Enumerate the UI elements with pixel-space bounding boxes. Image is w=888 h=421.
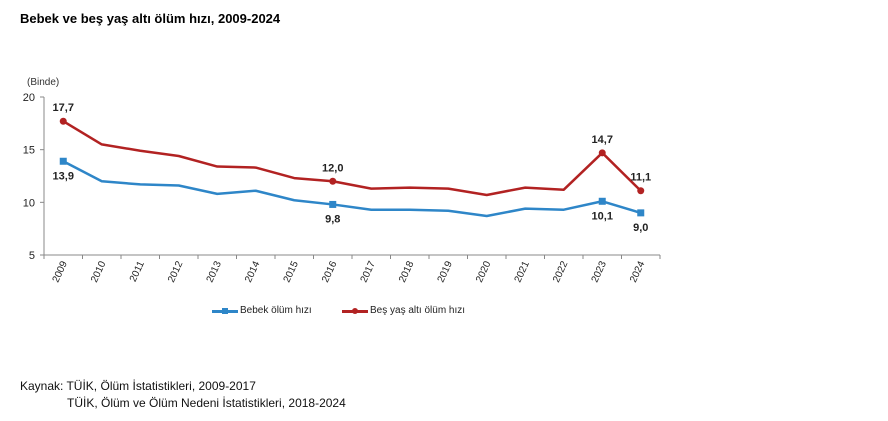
x-tick-label: 2009 <box>51 259 71 284</box>
y-tick-label: 10 <box>23 197 35 209</box>
source-line-1: Kaynak: TÜİK, Ölüm İstatistikleri, 2009-… <box>20 379 256 393</box>
legend-item-bes-yas-alti[interactable]: Beş yaş altı ölüm hızı <box>342 305 465 316</box>
data-point-marker-bebek <box>329 200 337 208</box>
source-note: Kaynak: TÜİK, Ölüm İstatistikleri, 2009-… <box>20 378 346 412</box>
chart-axes <box>43 97 660 256</box>
data-label: 12,0 <box>322 162 343 174</box>
data-point-marker-bes-yas-alti <box>329 177 337 185</box>
legend-label-bebek: Bebek ölüm hızı <box>240 305 312 316</box>
line-chart: 5 10 15 20 2009 2010 2011 2012 2013 2014 2015 2016… <box>23 92 661 284</box>
y-tick-label: 20 <box>23 92 35 104</box>
data-point-marker-bebek <box>598 197 606 205</box>
x-tick-label: 2020 <box>474 259 494 284</box>
x-tick-label: 2010 <box>89 259 109 284</box>
x-tick-label: 2017 <box>359 259 379 284</box>
legend-swatch-bes-yas-alti <box>342 307 368 315</box>
data-label: 9,8 <box>325 213 340 225</box>
series-lines <box>62 120 642 218</box>
x-tick-label: 2018 <box>397 259 417 284</box>
x-tick-label: 2024 <box>628 259 648 284</box>
chart-title: Bebek ve beş yaş altı ölüm hızı, 2009-20… <box>20 11 281 26</box>
data-label: 17,7 <box>53 102 74 114</box>
y-tick-label: 15 <box>23 145 35 157</box>
legend-item-bebek[interactable]: Bebek ölüm hızı <box>212 305 312 316</box>
x-tick-label: 2011 <box>128 259 147 284</box>
x-tick-label: 2013 <box>205 259 225 284</box>
data-point-marker-bes-yas-alti <box>637 187 645 195</box>
series-markers <box>59 117 645 217</box>
source-line-2: TÜİK, Ölüm ve Ölüm Nedeni İstatistikleri… <box>67 396 346 410</box>
x-tick-label: 2023 <box>590 259 610 284</box>
x-tick-label: 2014 <box>243 259 263 284</box>
data-point-marker-bebek <box>59 157 67 165</box>
x-tick-label: 2012 <box>166 259 186 284</box>
data-label: 10,1 <box>592 210 613 222</box>
series-line-bes-yas-alti <box>62 120 642 197</box>
x-tick-label: 2022 <box>551 259 571 284</box>
y-axis-unit-label: (Binde) <box>27 77 60 88</box>
legend-label-bes-yas-alti: Beş yaş altı ölüm hızı <box>370 305 466 316</box>
x-tick-label: 2021 <box>513 259 533 284</box>
data-point-marker-bes-yas-alti <box>598 149 606 157</box>
data-label: 11,1 <box>630 172 651 184</box>
x-tick-label: 2015 <box>282 259 302 284</box>
y-tick-label: 5 <box>29 250 35 262</box>
legend-swatch-bebek <box>212 307 238 315</box>
data-point-marker-bes-yas-alti <box>59 117 67 125</box>
data-point-marker-bebek <box>637 209 645 217</box>
y-axis-ticks: 5 10 15 20 <box>23 92 44 262</box>
x-tick-label: 2016 <box>320 259 340 284</box>
x-tick-label: 2019 <box>436 259 456 284</box>
chart-legend: Bebek ölüm hızı Beş yaş altı ölüm hızı <box>0 305 888 321</box>
series-line-bebek <box>62 160 642 218</box>
data-labels: 13,9 9,8 10,1 9,0 17,7 12,0 14,7 11,1 <box>53 102 652 234</box>
data-label: 14,7 <box>592 134 613 146</box>
data-label: 9,0 <box>633 222 648 234</box>
data-label: 13,9 <box>53 170 74 182</box>
x-axis-ticks: 2009 2010 2011 2012 2013 2014 2015 2016 2017 2018… <box>43 255 661 284</box>
